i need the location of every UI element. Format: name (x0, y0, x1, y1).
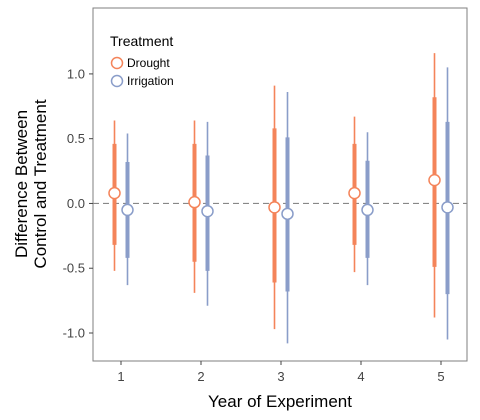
y-axis: -1.0 -0.5 0.0 0.5 1.0 (63, 66, 93, 341)
drought-point-estimate (188, 195, 201, 209)
legend-label-irrigation: Irrigation (127, 74, 174, 88)
plot-panel (92, 7, 468, 362)
x-axis: 1 2 3 4 5 (117, 361, 445, 384)
legend-key-irrigation (110, 74, 124, 88)
irrigation-point-estimate (281, 207, 294, 221)
y-tick-label: -1.0 (63, 326, 85, 341)
y-tick-label: 0.5 (67, 131, 85, 146)
y-axis-title-line-1: Difference Between (12, 110, 31, 258)
drought-point-estimate (428, 173, 441, 187)
drought-point-estimate (108, 186, 121, 200)
chart-marks (108, 53, 454, 344)
y-tick-label: 0.0 (67, 196, 85, 211)
legend: Treatment Drought Irrigation (110, 33, 174, 88)
drought-point-estimate (348, 186, 361, 200)
irrigation-point-estimate (441, 201, 454, 214)
x-tick-label: 5 (437, 369, 444, 384)
irrigation-point-estimate (361, 203, 374, 217)
irrigation-point-estimate (201, 204, 214, 218)
legend-title: Treatment (110, 33, 173, 49)
legend-label-drought: Drought (127, 56, 170, 70)
irrigation-point-estimate (121, 203, 134, 217)
x-axis-title: Year of Experiment (208, 392, 352, 411)
y-axis-title-line-2: Control and Treatment (31, 99, 50, 268)
x-tick-label: 4 (357, 369, 364, 384)
x-tick-label: 3 (277, 369, 284, 384)
drought-point-estimate (268, 201, 281, 214)
series-drought (108, 53, 441, 330)
y-tick-label: 1.0 (67, 66, 85, 81)
legend-key-drought (110, 56, 124, 70)
x-tick-label: 2 (197, 369, 204, 384)
x-tick-label: 1 (117, 369, 124, 384)
y-tick-label: -0.5 (63, 261, 85, 276)
series-irrigation (121, 67, 454, 344)
